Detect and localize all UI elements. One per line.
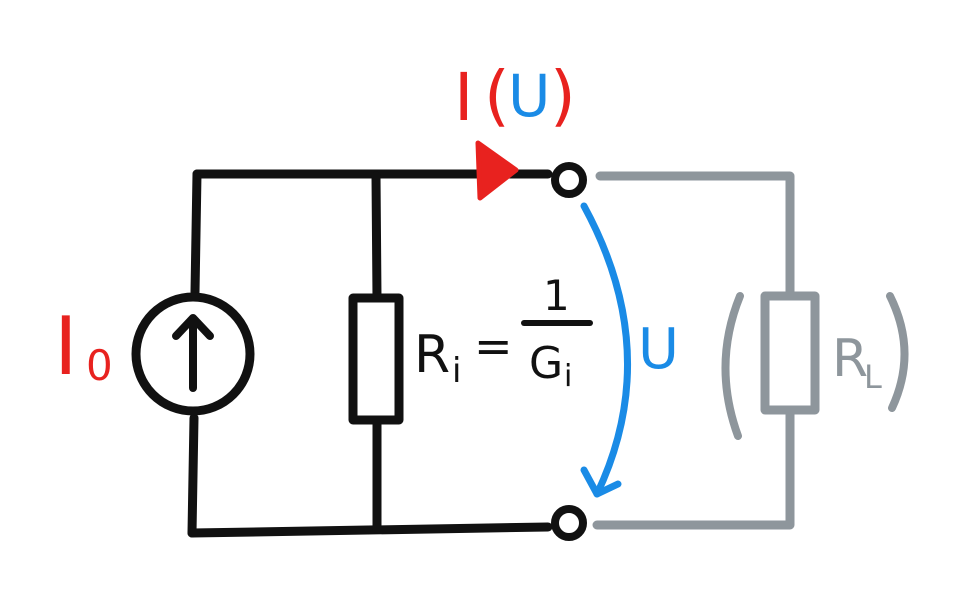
voltage-label: U (638, 317, 679, 382)
load-resistor-label: R L (832, 329, 882, 396)
voltage-arc (580, 202, 632, 498)
output-terminal-bottom-icon (551, 505, 587, 541)
load-resistor-subscript: L (864, 358, 882, 396)
internal-resistance-name: R (414, 325, 450, 385)
output-current-open-paren: ( (484, 57, 510, 134)
source-current-label: I 0 (54, 300, 113, 393)
load-resistor-icon (760, 291, 820, 415)
internal-resistance-subscript: i (452, 351, 461, 391)
resistor-wire-top (371, 171, 382, 303)
output-current-label: I ( U ) (454, 57, 576, 136)
internal-resistance-equals: = (474, 319, 513, 373)
left-vertical-wire-bottom (187, 413, 199, 538)
output-terminal-top-icon (551, 162, 587, 198)
bottom-wire (187, 522, 553, 538)
load-branch (592, 171, 909, 530)
load-close-paren-icon (886, 292, 909, 412)
voltage-arrow-head (580, 466, 622, 498)
internal-resistance-denominator-subscript: i (564, 359, 572, 394)
output-current-symbol: I (454, 59, 473, 136)
load-top-wire (595, 171, 795, 301)
load-resistor-name: R (832, 329, 868, 389)
output-current-close-paren: ) (550, 57, 576, 134)
output-current-voltage: U (508, 62, 550, 130)
current-source-icon (131, 292, 255, 416)
load-bottom-wire (592, 405, 795, 530)
current-source-arrow (172, 314, 214, 392)
internal-resistor-icon (348, 293, 404, 425)
source-current-subscript: 0 (86, 341, 113, 390)
left-vertical-wire-top (190, 169, 202, 297)
source-current-main: I (54, 300, 78, 393)
internal-resistance-numerator: 1 (543, 271, 570, 320)
load-open-paren-icon (721, 292, 744, 440)
main-wiring (187, 169, 553, 538)
internal-resistance-label: R i = 1 G i (414, 271, 593, 394)
internal-resistance-denominator: G (529, 338, 563, 389)
voltage-arrow-icon (580, 202, 632, 498)
current-arrow-icon (475, 140, 519, 201)
current-source-circle (131, 292, 255, 416)
